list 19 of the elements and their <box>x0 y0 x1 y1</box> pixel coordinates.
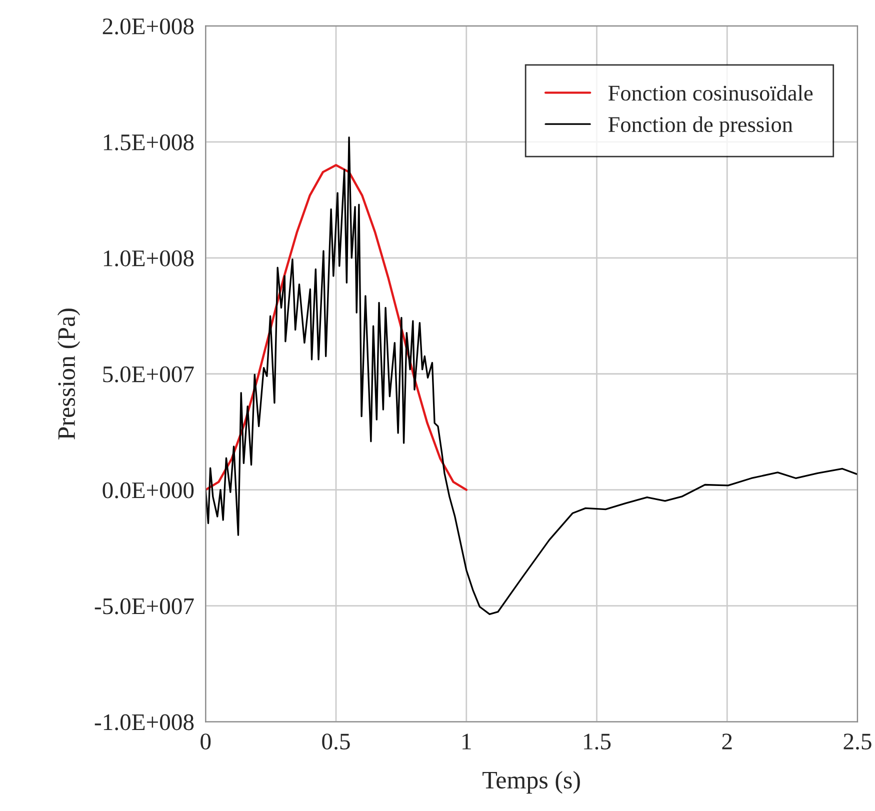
x-axis-title: Temps (s) <box>482 770 580 794</box>
x-tick-label: 0.5 <box>322 734 350 750</box>
y-tick-label: 1.5E+008 <box>104 134 194 150</box>
legend-label: Fonction cosinusoïdale <box>608 85 813 101</box>
y-axis-title: Pression (Pa) <box>57 308 80 440</box>
line-series <box>206 164 468 491</box>
legend-label: Fonction de pression <box>608 116 793 137</box>
y-tick-label: 5.0E+007 <box>103 366 194 382</box>
x-tick-label: 1 <box>462 734 471 750</box>
line-series <box>206 136 858 615</box>
x-tick-label: 0 <box>200 734 211 750</box>
x-tick-label: 2.5 <box>844 734 872 750</box>
y-tick-label: -1.0E+008 <box>94 714 194 730</box>
x-tick-label: 1.5 <box>584 734 611 750</box>
y-tick-label: -5.0E+007 <box>94 598 194 614</box>
x-tick-label: 2 <box>722 734 732 750</box>
y-tick-label: 2.0E+008 <box>102 18 194 34</box>
y-tick-label: 0.0E+000 <box>102 482 194 498</box>
y-tick-label: 1.0E+008 <box>104 250 194 266</box>
